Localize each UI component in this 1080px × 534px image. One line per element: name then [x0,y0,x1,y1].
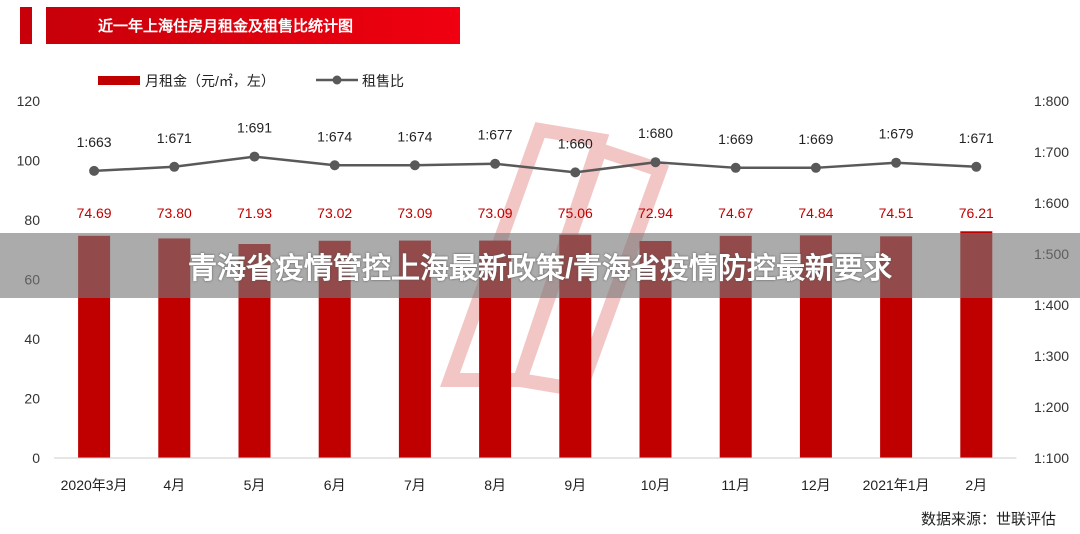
bar-label: 73.80 [157,205,192,221]
bar-label: 72.94 [638,205,673,221]
ratio-label: 1:671 [157,130,192,146]
ratio-point [249,151,260,162]
x-axis-tick: 8月 [484,477,506,493]
data-source: 数据来源：世联评估 [920,511,1056,528]
x-axis-tick: 6月 [324,477,346,493]
ratio-label: 1:677 [478,127,513,143]
ratio-point [570,167,581,178]
ratio-label: 1:671 [959,130,994,146]
bar-label: 73.09 [478,205,513,221]
right-axis-tick: 1:700 [1034,144,1069,160]
right-axis-tick: 1:800 [1034,93,1069,109]
headline-banner: 青海省疫情管控上海最新政策/青海省疫情防控最新要求 [0,233,1080,298]
right-axis-tick: 1:600 [1034,195,1069,211]
bar-label: 74.51 [879,205,914,221]
x-axis-tick: 10月 [641,477,671,493]
bar-label: 73.02 [317,205,352,221]
bar-label: 75.06 [558,205,593,221]
ratio-label: 1:679 [879,126,914,142]
bar-label: 71.93 [237,205,272,221]
x-axis-tick: 11月 [721,477,750,493]
left-axis-tick: 100 [17,153,41,169]
ratio-label: 1:691 [237,120,272,136]
left-axis-tick: 80 [24,212,40,228]
left-axis-tick: 20 [24,391,40,407]
x-axis-tick: 7月 [404,477,426,493]
ratio-point [490,158,501,169]
ratio-label: 1:660 [558,135,593,151]
x-axis-tick: 2021年1月 [863,477,930,493]
ratio-point [810,162,821,173]
ratio-label: 1:663 [77,134,112,150]
x-axis-tick: 12月 [801,477,831,493]
legend-bar-label: 月租金（元/㎡，左） [145,73,275,89]
x-axis-tick: 9月 [564,477,586,493]
bar-label: 74.67 [718,205,753,221]
ratio-point [409,160,420,171]
ratio-point [730,162,741,173]
ratio-point [329,160,340,171]
bar-label: 74.69 [77,205,112,221]
bar-label: 76.21 [959,205,994,221]
legend-line-marker [332,75,342,85]
chart-title-text: 近一年上海住房月租金及租售比统计图 [98,18,354,35]
x-axis-tick: 5月 [244,477,266,493]
ratio-label: 1:669 [798,131,833,147]
title-accent [20,7,32,44]
legend-line-label: 租售比 [362,73,404,89]
ratio-label: 1:680 [638,125,673,141]
right-axis-tick: 1:200 [1034,399,1069,415]
ratio-point [971,161,982,172]
right-axis-tick: 1:100 [1034,450,1069,466]
bar-label: 74.84 [798,205,833,221]
ratio-label: 1:674 [317,128,352,144]
ratio-point [891,157,902,168]
ratio-line [94,155,977,174]
left-axis-tick: 0 [32,450,40,466]
ratio-point [89,165,100,176]
right-axis-tick: 1:300 [1034,348,1069,364]
x-axis-tick: 2020年3月 [61,477,128,493]
right-axis-tick: 1:400 [1034,297,1069,313]
ratio-label: 1:669 [718,131,753,147]
chart-title: 近一年上海住房月租金及租售比统计图 [46,7,460,44]
ratio-label: 1:674 [397,128,432,144]
ratio-point [650,157,661,168]
left-axis-tick: 40 [24,331,40,347]
bar-label: 73.09 [397,205,432,221]
ratio-point [169,161,180,172]
left-axis-tick: 120 [17,93,41,109]
legend-bar-swatch [98,76,140,85]
x-axis-tick: 4月 [163,477,185,493]
x-axis-tick: 2月 [965,477,987,493]
